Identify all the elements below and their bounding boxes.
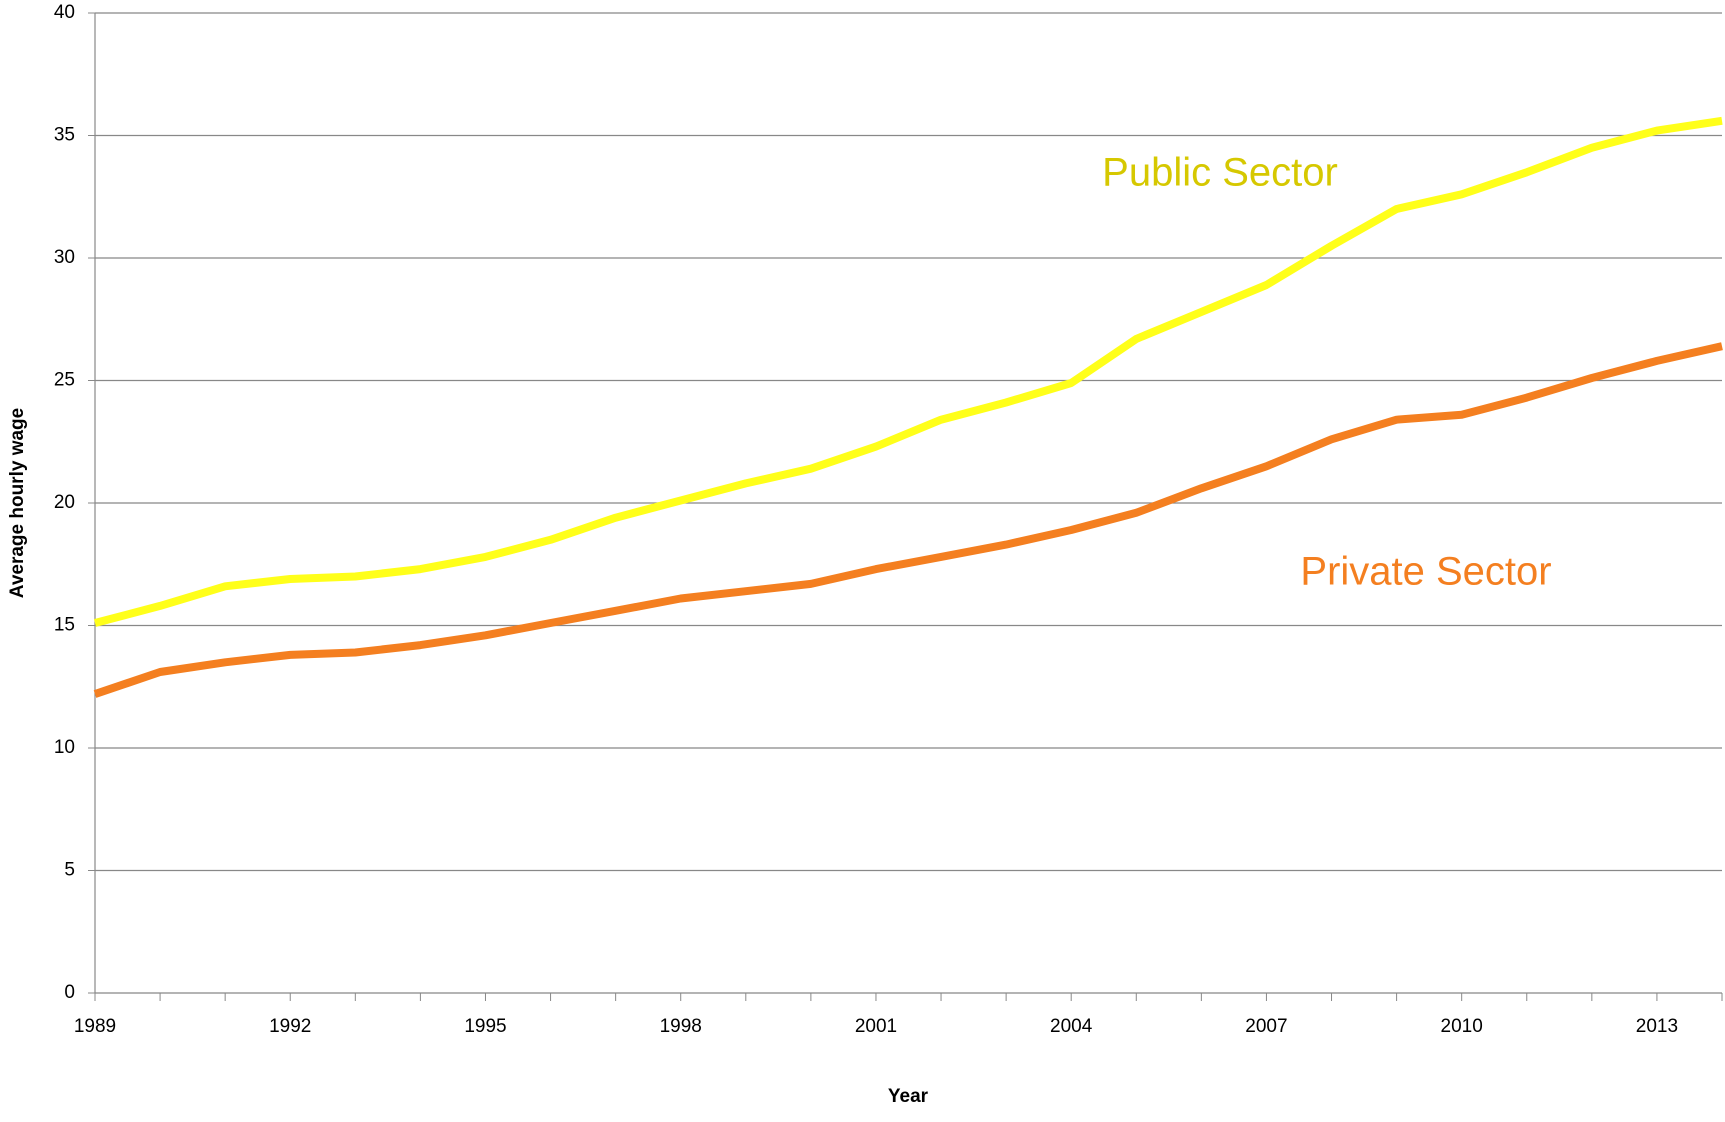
y-tick-label: 25 — [54, 370, 75, 391]
y-tick-label: 20 — [54, 492, 75, 513]
x-tick-label: 1989 — [74, 1016, 116, 1037]
series-label: Public Sector — [1102, 151, 1338, 195]
x-tick-label: 1998 — [660, 1016, 702, 1037]
series-label: Private Sector — [1300, 550, 1551, 594]
x-tick-label: 2010 — [1441, 1016, 1483, 1037]
y-tick-label: 30 — [54, 247, 75, 268]
x-tick-label: 1992 — [269, 1016, 311, 1037]
y-tick-label: 10 — [54, 737, 75, 758]
y-tick-label: 0 — [64, 982, 75, 1003]
x-tick-label: 1995 — [464, 1016, 506, 1037]
y-tick-label: 15 — [54, 615, 75, 636]
y-tick-label: 35 — [54, 125, 75, 146]
y-tick-label: 40 — [54, 2, 75, 23]
x-axis-title: Year — [888, 1086, 929, 1107]
series-line — [93, 342, 1723, 698]
y-axis-title: Average hourly wage — [7, 408, 28, 598]
x-tick-label: 2004 — [1050, 1016, 1093, 1037]
series-line — [93, 116, 1723, 627]
y-tick-label: 5 — [64, 860, 75, 881]
x-tick-label: 2013 — [1636, 1016, 1678, 1037]
x-tick-label: 2007 — [1245, 1016, 1287, 1037]
x-tick-label: 2001 — [855, 1016, 897, 1037]
